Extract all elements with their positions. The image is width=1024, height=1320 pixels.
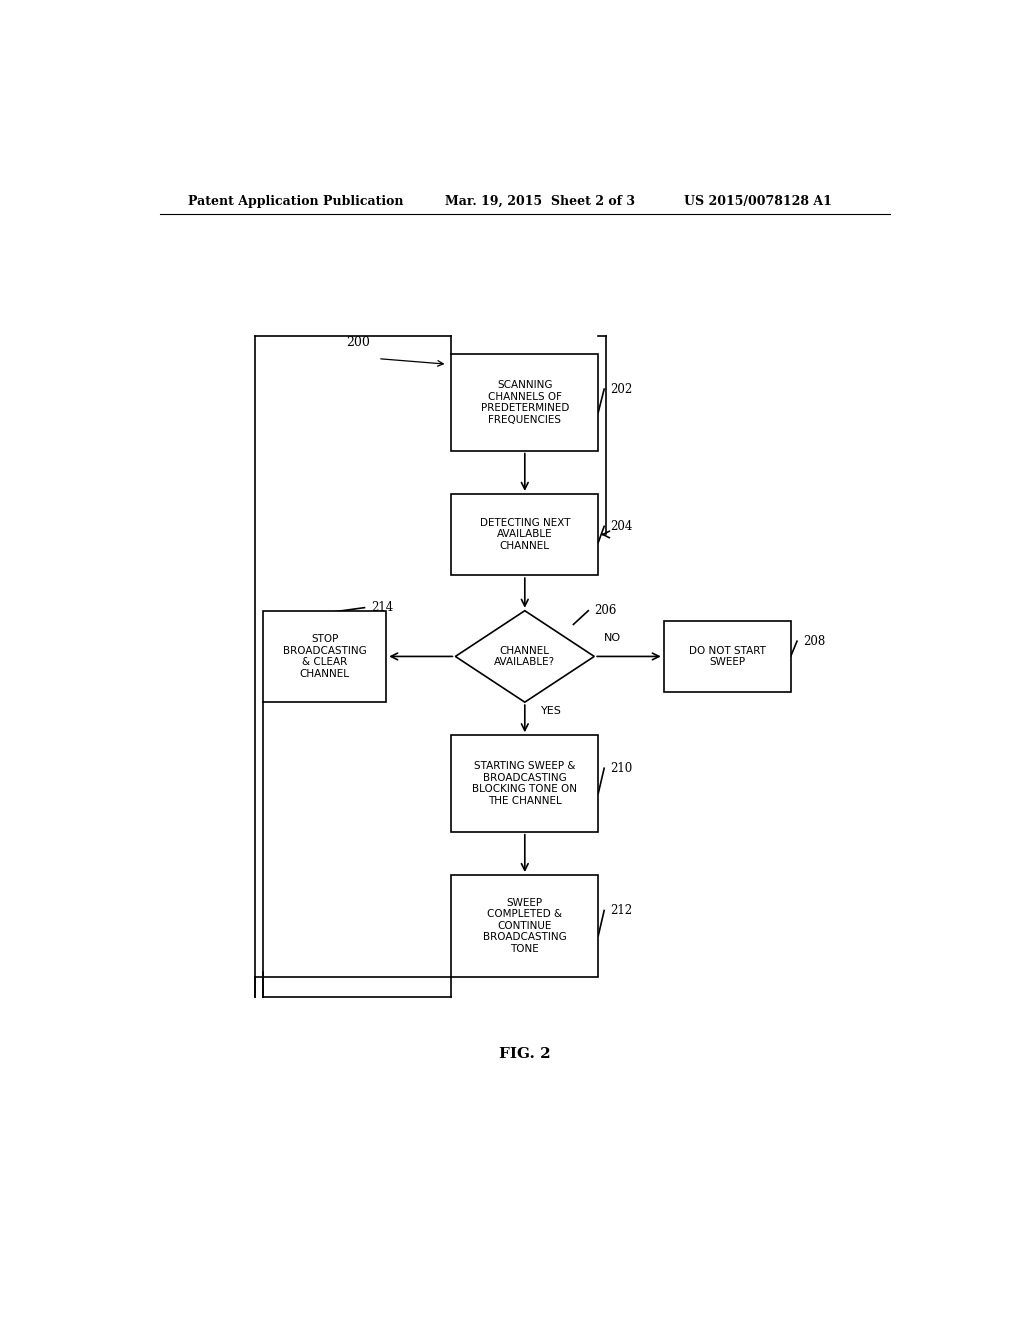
Bar [452,735,598,832]
Bar [452,354,598,450]
Text: DO NOT START
SWEEP: DO NOT START SWEEP [689,645,766,667]
Text: STARTING SWEEP &
BROADCASTING
BLOCKING TONE ON
THE CHANNEL: STARTING SWEEP & BROADCASTING BLOCKING T… [472,762,578,807]
Text: SCANNING
CHANNELS OF
PREDETERMINED
FREQUENCIES: SCANNING CHANNELS OF PREDETERMINED FREQU… [480,380,569,425]
Bar [452,875,598,977]
Text: 210: 210 [610,762,633,775]
Bar [263,611,386,702]
Text: Mar. 19, 2015  Sheet 2 of 3: Mar. 19, 2015 Sheet 2 of 3 [445,194,636,207]
Text: 212: 212 [610,904,633,917]
Text: 206: 206 [595,605,617,618]
Text: NO: NO [604,634,621,643]
Text: 202: 202 [610,383,633,396]
Text: STOP
BROADCASTING
& CLEAR
CHANNEL: STOP BROADCASTING & CLEAR CHANNEL [283,634,367,678]
Text: 204: 204 [610,520,633,533]
Text: CHANNEL
AVAILABLE?: CHANNEL AVAILABLE? [495,645,555,667]
Text: Patent Application Publication: Patent Application Publication [187,194,403,207]
Text: DETECTING NEXT
AVAILABLE
CHANNEL: DETECTING NEXT AVAILABLE CHANNEL [479,517,570,550]
Text: US 2015/0078128 A1: US 2015/0078128 A1 [684,194,831,207]
Text: 208: 208 [804,635,825,648]
Text: YES: YES [541,706,561,715]
Bar [452,494,598,576]
Text: SWEEP
COMPLETED &
CONTINUE
BROADCASTING
TONE: SWEEP COMPLETED & CONTINUE BROADCASTING … [483,898,566,954]
Bar [664,620,791,692]
Text: 200: 200 [346,337,370,350]
Text: 214: 214 [371,601,393,614]
Polygon shape [456,611,594,702]
Text: FIG. 2: FIG. 2 [499,1047,551,1061]
